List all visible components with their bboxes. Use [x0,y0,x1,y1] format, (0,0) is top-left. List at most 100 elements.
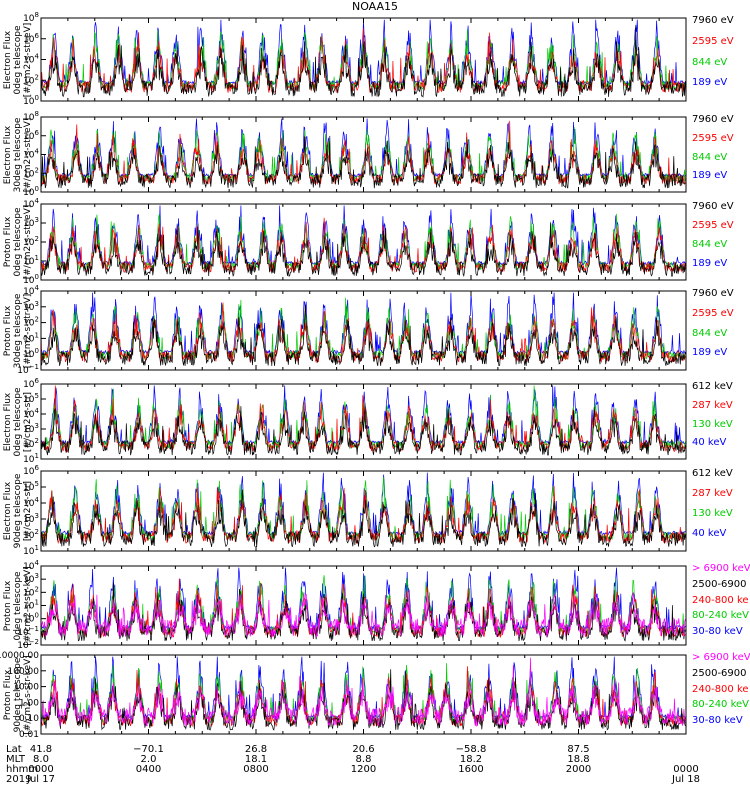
legend-item: > 6900 keV [692,652,750,663]
panel-4-traces [41,292,686,367]
x-axis-footer: Lat MLT hhmm 2019 41.8 8.0 0000 Jul 17 −70.1… [0,744,750,800]
x-tick-lat: 20.6 [352,744,375,755]
y-tick-label: 10.00 [13,683,39,693]
legend-item: 2595 eV [692,307,734,319]
x-tick-hhmm: 0400 [135,764,162,775]
x-tick-mlt: 2.0 [140,754,157,765]
ylabel-line: Electron Flux [3,481,13,541]
trace--6900-kev [41,589,686,638]
legend-item: 2595 eV [692,35,734,47]
x-tick-lat: 87.5 [567,744,590,755]
legend-item: 240-800 ke [692,683,749,695]
panel-8: 0.01 0.10 1.00 10.00 100.00 10000.00 [0,651,687,740]
panel-4-legend: 7960 eV 2595 eV 844 eV 189 eV [692,288,734,367]
x-tick-mlt: 18.8 [567,754,590,765]
x-tick-mlt: 8.8 [355,754,372,765]
panel-3-legend: 7960 eV 2595 eV 844 eV 189 eV [692,201,734,277]
legend-item: 844 eV [692,56,728,68]
panel-5-legend: 612 keV 287 keV 130 keV 40 keV [692,381,733,456]
x-tick-mlt: 18.1 [244,754,268,765]
ylabel-line: [#/cm2-s-str] [23,480,33,542]
ylabel-line: Electron Flux [3,30,13,89]
legend-item: 80-240 keV [692,699,750,711]
legend-item: 844 eV [692,239,728,250]
legend-item: 2595 eV [692,132,734,144]
panel-8-traces [41,656,686,731]
trace-189-ev [41,292,686,356]
trace-612-kev [41,489,686,548]
panel-6-legend: 612 keV 287 keV 130 keV 40 keV [692,468,733,548]
row-label-lat: Lat [6,744,22,755]
x-tick-date: Jul 17 [27,774,55,785]
row-label-mlt: MLT [6,754,25,765]
legend-item: 7960 eV [692,201,734,212]
x-tick-hhmm: 0000 [673,764,699,775]
x-tick-mlt: 8.0 [33,754,49,765]
legend-item: 2500-6900 [692,667,747,679]
ylabel-line: 0deg telescope [13,24,23,95]
x-tick-hhmm: 1600 [458,764,484,775]
row-label-year: 2019 [6,774,32,785]
legend-item: 7960 eV [692,288,734,299]
ylabel-line: [#/cm2-s-str-keV] [23,654,33,735]
panel-5-traces [41,385,686,456]
panel-3-traces [41,205,686,277]
panel-7-legend: > 6900 keV 2500-6900 240-800 ke 80-240 keV 3… [692,563,750,642]
y-tick-label: 0.01 [19,730,39,740]
x-tick-lat: 41.8 [29,744,53,755]
trace-7960-ev [41,24,686,98]
ylabel-line: 90deg telescope [13,473,23,549]
x-tick-mlt: 18.2 [459,754,483,765]
trace-7960-ev [41,222,686,277]
legend-item: > 6900 keV [692,563,750,574]
trace-189-ev [41,205,686,267]
legend-item: 130 keV [692,418,733,430]
legend-item: 844 eV [692,327,728,339]
y-tick-label: 10000.00 [0,651,39,661]
legend-item: 2500-6900 [692,578,747,590]
trace-2500-6900 [41,669,686,731]
ylabel-line: Proton Flux [3,669,13,720]
trace-7960-ev [41,135,686,189]
legend-item: 612 keV [692,381,733,392]
panel-1-legend: 7960 eV 2595 eV 844 eV 189 eV [692,15,734,98]
legend-item: 130 keV [692,508,733,519]
legend-item: 30-80 keV [692,626,743,638]
panel-1-traces [41,19,686,98]
x-tick-lat: 26.8 [244,744,268,755]
panel-6-traces [41,472,686,548]
ylabel-line: 90deg telescope [13,657,23,732]
legend-item: 189 eV [692,347,728,359]
legend-item: 612 keV [692,468,733,479]
row-label-hhmm: hhmm [6,764,39,775]
legend-item: 40 keV [692,528,727,539]
x-tick-lat: −58.8 [455,744,487,755]
ylabel-line: [#/cm2-s-str-eV] [23,22,33,97]
panel-8-legend: > 6900 keV 2500-6900 240-800 ke 80-240 keV 3… [692,652,750,731]
trace--6900-kev [41,657,686,727]
panel-2-legend: 7960 eV 2595 eV 844 eV 189 eV [692,114,734,189]
x-tick-hhmm: 1200 [350,764,377,775]
trace-612-kev [41,402,686,456]
x-tick-lat: −70.1 [133,744,164,755]
legend-item: 844 eV [692,151,728,163]
x-tick-hhmm: 2000 [565,764,592,775]
x-tick-hhmm: 0000 [28,764,54,775]
legend-item: 80-240 keV [692,610,750,622]
x-tick-date: Jul 18 [672,774,700,785]
plot-area: 1001021041061081001021041061081001011021… [0,11,687,740]
y-tick-label: 100.00 [8,667,40,677]
trace-7960-ev [41,304,686,367]
legend-item: 240-800 ke [692,594,749,606]
panel-1-ylabel: TED Electron Flux 0deg telescope [#/cm2-s-s… [0,5,37,115]
y-tick-label: 1.00 [19,698,39,708]
legend-item: 7960 eV [692,114,734,125]
x-tick-hhmm: 0800 [243,764,269,775]
chart-title: NOAA15 [351,0,399,13]
